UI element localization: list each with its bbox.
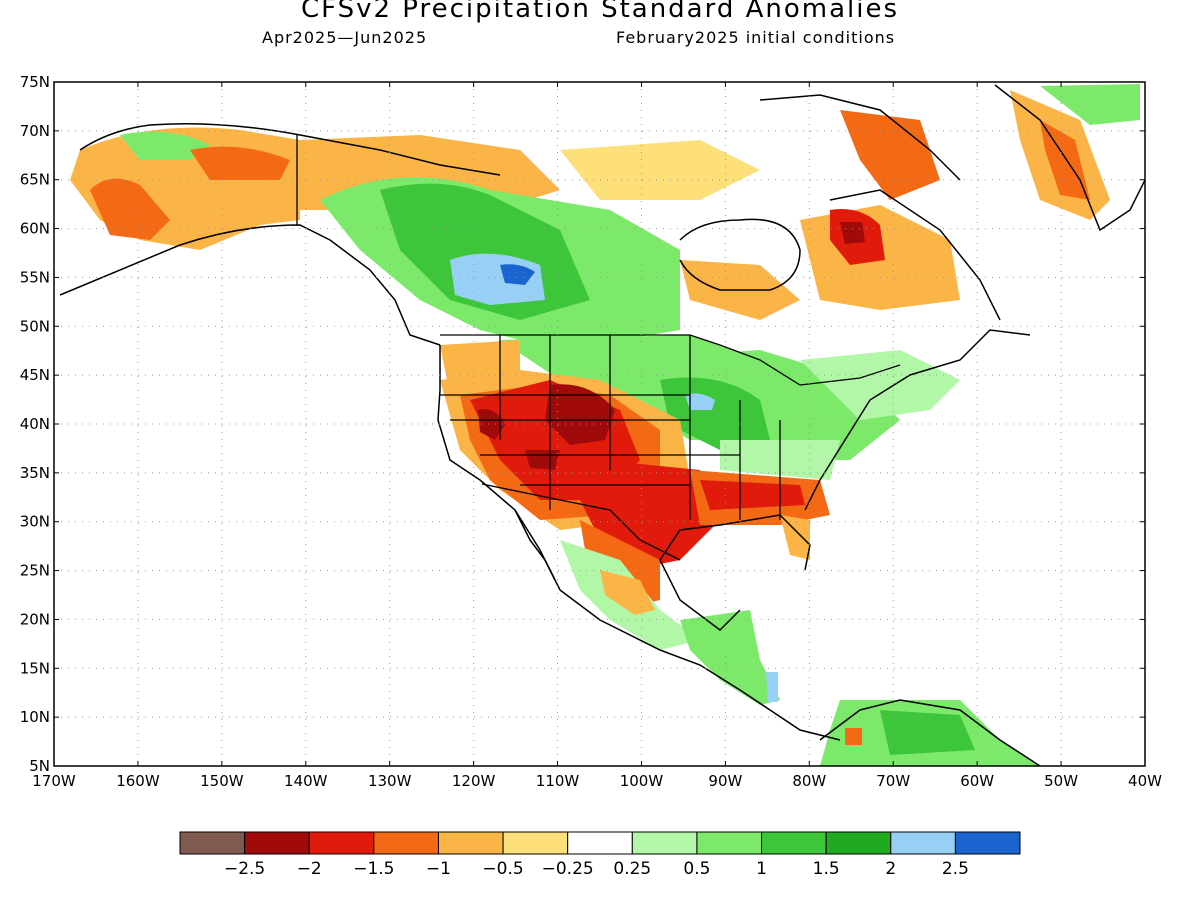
lat-tick-label: 55N: [20, 268, 50, 286]
legend-swatch: [761, 831, 827, 855]
legend-label: −0.25: [542, 859, 594, 879]
legend-swatch: [308, 831, 375, 855]
legend-swatch: [890, 831, 956, 855]
lat-tick-label: 60N: [20, 220, 50, 238]
lat-tick-label: 75N: [20, 73, 50, 91]
mexico-coastline: [559, 589, 841, 741]
state-lines: [440, 335, 781, 520]
colombia-anomaly: [845, 728, 862, 745]
alaska-green-anomaly: [120, 131, 210, 160]
south-america-coastline: [819, 699, 1041, 766]
lon-tick-label: 140W: [284, 772, 328, 790]
lon-tick-label: 100W: [620, 772, 664, 790]
florida-anomaly: [780, 515, 810, 560]
lat-tick-label: 10N: [20, 708, 50, 726]
lat-tick-label: 45N: [20, 366, 50, 384]
anomaly-shading: [70, 84, 1140, 766]
south-america-core-anomaly: [880, 710, 975, 755]
legend-label: −1: [426, 859, 451, 879]
us-mexico-border: [481, 483, 681, 561]
west-coast-coastline: [437, 345, 561, 591]
legend-swatch: [825, 831, 892, 855]
baja-coastline: [514, 509, 556, 581]
northeast-anomaly: [800, 350, 960, 420]
chart-title: CFSv2 Precipitation Standard Anomalies: [300, 0, 900, 24]
coastlines: [59, 84, 1145, 766]
mexico-dry-anomaly: [600, 570, 655, 615]
legend-swatch: [373, 831, 439, 855]
lat-tick-label: 30N: [20, 513, 50, 531]
quebec-peak-anomaly: [840, 222, 865, 244]
initial-conditions: February2025 initial conditions: [616, 28, 896, 47]
lon-tick-label: 150W: [200, 772, 244, 790]
legend-label: 0.5: [683, 859, 710, 879]
alaska-west-anomaly: [90, 178, 170, 240]
legend-label: 2.5: [942, 859, 969, 879]
lat-tick-label: 65N: [20, 171, 50, 189]
iowa-peak-anomaly: [685, 393, 715, 410]
lat-tick-label: 20N: [20, 610, 50, 628]
lat-tick-label: 40N: [20, 415, 50, 433]
legend-swatch: [502, 831, 569, 855]
alaska-north-coastline: [79, 123, 501, 176]
arizona-peak-anomaly: [525, 450, 560, 470]
lon-tick-label: 110W: [536, 772, 580, 790]
legend-swatch: [696, 831, 763, 855]
legend-swatch: [179, 831, 246, 855]
lon-tick-label: 130W: [368, 772, 412, 790]
longitude-axis: 170W 160W 150W 140W 130W 120W 110W 100W 90W 80W 70…: [32, 82, 1162, 790]
northern-canada-light-anomaly: [560, 140, 760, 200]
legend-label: 0.25: [613, 859, 651, 879]
legend-swatch: [954, 831, 1021, 855]
lon-tick-label: 90W: [708, 772, 742, 790]
lat-tick-label: 70N: [20, 122, 50, 140]
color-legend: −2.5 −2 −1.5 −1 −0.5 −0.25 0.25 0.5 1 1.5 2 2.5: [179, 831, 1021, 879]
legend-swatch: [631, 831, 698, 855]
gulf-core-anomaly: [700, 480, 805, 510]
legend-label: −2.5: [224, 859, 265, 879]
hudson-bay-coastline: [679, 218, 801, 291]
forecast-period: Apr2025—Jun2025: [262, 28, 428, 47]
greenland-coastline: [994, 84, 1145, 232]
lat-tick-label: 25N: [20, 562, 50, 580]
lon-tick-label: 160W: [116, 772, 160, 790]
lon-tick-label: 80W: [792, 772, 826, 790]
greenland-east-anomaly: [1040, 84, 1140, 125]
utah-peak-anomaly: [545, 384, 615, 445]
legend-swatch: [244, 831, 310, 855]
lon-tick-label: 120W: [452, 772, 496, 790]
baffin-anomaly: [840, 110, 940, 200]
canada-east-coastline: [829, 189, 1001, 321]
baffin-coastline: [759, 94, 961, 181]
alberta-peak-anomaly: [500, 264, 535, 285]
panama-peak-anomaly: [766, 672, 778, 702]
lat-tick-label: 50N: [20, 317, 50, 335]
gulf-coastline: [659, 514, 811, 631]
latitude-axis: 75N 70N 65N 60N 55N 50N 45N 40N 35N 30N 25N 20N 15N 1…: [20, 73, 1145, 775]
lon-tick-label: 70W: [876, 772, 910, 790]
lat-tick-label: 5N: [29, 757, 50, 775]
nevada-peak-anomaly: [478, 409, 505, 440]
lat-tick-label: 35N: [20, 464, 50, 482]
lon-tick-label: 50W: [1044, 772, 1078, 790]
legend-label: −0.5: [482, 859, 523, 879]
political-borders: [296, 135, 901, 561]
legend-label: 1: [756, 859, 767, 879]
lat-tick-label: 15N: [20, 659, 50, 677]
alaska-north-anomaly: [190, 146, 290, 180]
lon-tick-label: 60W: [960, 772, 994, 790]
alaska-coastline: [59, 224, 441, 346]
central-america-anomaly: [680, 610, 780, 705]
legend-label: −2: [297, 859, 322, 879]
legend-label: 1.5: [813, 859, 840, 879]
legend-swatch: [567, 831, 633, 855]
legend-label: 2: [885, 859, 896, 879]
legend-label: −1.5: [353, 859, 394, 879]
lon-tick-label: 40W: [1128, 772, 1162, 790]
lon-tick-label: 170W: [32, 772, 76, 790]
legend-swatch: [437, 831, 504, 855]
